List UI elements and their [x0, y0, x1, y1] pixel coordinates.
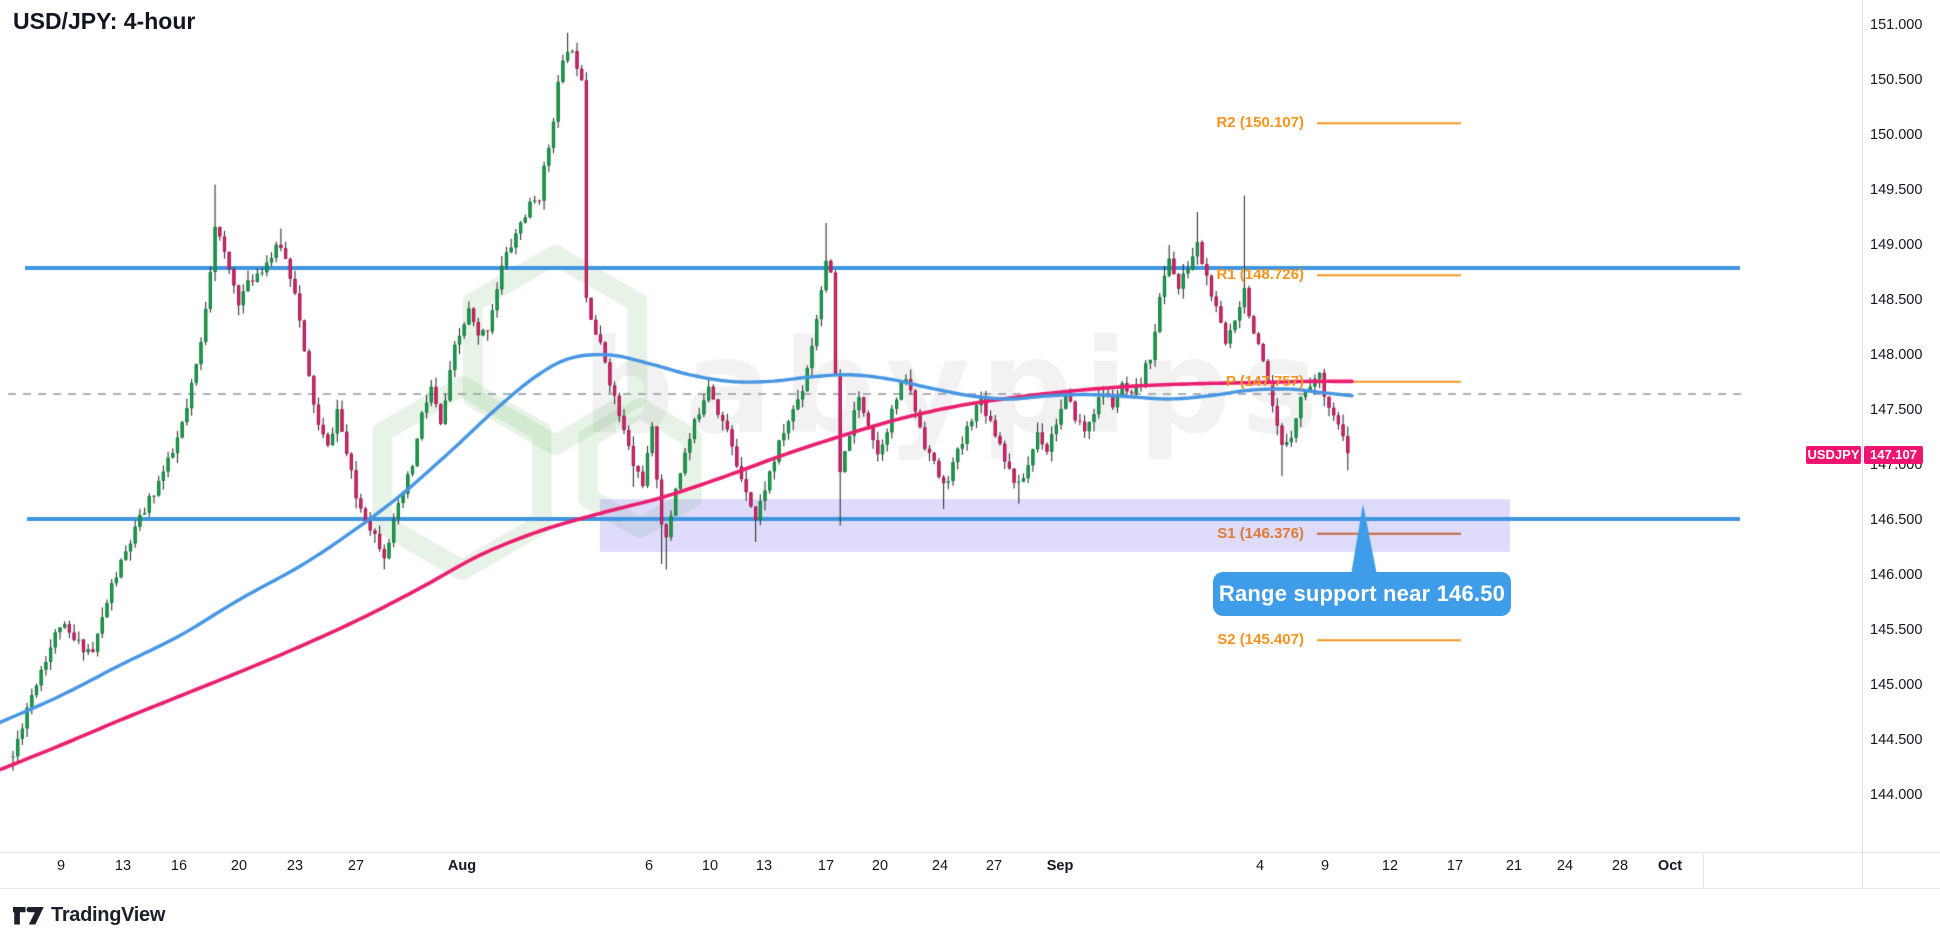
last-price-chip: 147.107: [1864, 446, 1923, 464]
y-axis-label: 149.500: [1870, 182, 1923, 198]
x-axis-label: 16: [170, 858, 188, 874]
y-axis-label: 144.500: [1870, 732, 1923, 748]
y-axis-label: 145.500: [1870, 622, 1923, 638]
x-axis-label: 9: [1320, 858, 1330, 874]
x-axis-label: 12: [1381, 858, 1399, 874]
price-axis-border: [1862, 0, 1863, 888]
time-axis-bottom-border: [0, 888, 1940, 889]
x-axis-label: 20: [871, 858, 889, 874]
y-axis-label: 145.000: [1870, 677, 1923, 693]
x-axis-label: 17: [817, 858, 835, 874]
y-axis-label: 148.500: [1870, 292, 1923, 308]
pivot-label-s2: S2 (145.407): [1217, 631, 1304, 649]
y-axis-label: 146.000: [1870, 567, 1923, 583]
y-axis-label: 147.500: [1870, 402, 1923, 418]
y-axis-label: 150.500: [1870, 72, 1923, 88]
pivot-label-p: P (147.757): [1225, 372, 1304, 390]
y-axis-label: 148.000: [1870, 347, 1923, 363]
time-axis-border: [0, 852, 1940, 853]
x-axis-label: 13: [755, 858, 773, 874]
y-axis-label: 144.000: [1870, 787, 1923, 803]
x-axis-label: 24: [931, 858, 949, 874]
x-axis-label: 28: [1611, 858, 1629, 874]
x-axis-label: 23: [286, 858, 304, 874]
annotation-callout[interactable]: Range support near 146.50: [1213, 572, 1511, 616]
x-axis-label: 27: [347, 858, 365, 874]
pivot-label-r1: R1 (148.726): [1216, 266, 1304, 284]
pivot-label-s1: S1 (146.376): [1217, 524, 1304, 542]
pivot-label-r2: R2 (150.107): [1216, 114, 1304, 132]
tradingview-logo-text: TradingView: [51, 904, 166, 926]
x-axis-label: 4: [1255, 858, 1265, 874]
tradingview-icon: [13, 906, 44, 925]
x-axis-label: 20: [230, 858, 248, 874]
x-axis-label: Sep: [1046, 858, 1074, 874]
chart-title: USD/JPY: 4-hour: [13, 8, 196, 34]
y-axis-label: 146.500: [1870, 512, 1923, 528]
x-axis-label: 24: [1556, 858, 1574, 874]
y-axis-label: 151.000: [1870, 17, 1923, 33]
y-axis-label: 150.000: [1870, 127, 1923, 143]
symbol-chip: USDJPY: [1806, 446, 1861, 464]
x-axis-label: Aug: [447, 858, 477, 874]
x-axis-label: 21: [1505, 858, 1523, 874]
x-axis-label: 10: [701, 858, 719, 874]
y-axis-label: 149.000: [1870, 237, 1923, 253]
x-axis-label: 6: [644, 858, 654, 874]
x-axis-label: 13: [114, 858, 132, 874]
x-axis-label: 27: [985, 858, 1003, 874]
x-axis-label: Oct: [1657, 858, 1683, 874]
x-axis-label: 9: [56, 858, 66, 874]
time-axis-tick: [1703, 852, 1704, 888]
tradingview-logo[interactable]: TradingView: [13, 903, 165, 928]
x-axis-label: 17: [1446, 858, 1464, 874]
symbol-price-label: USDJPY 147.107: [1806, 446, 1923, 464]
